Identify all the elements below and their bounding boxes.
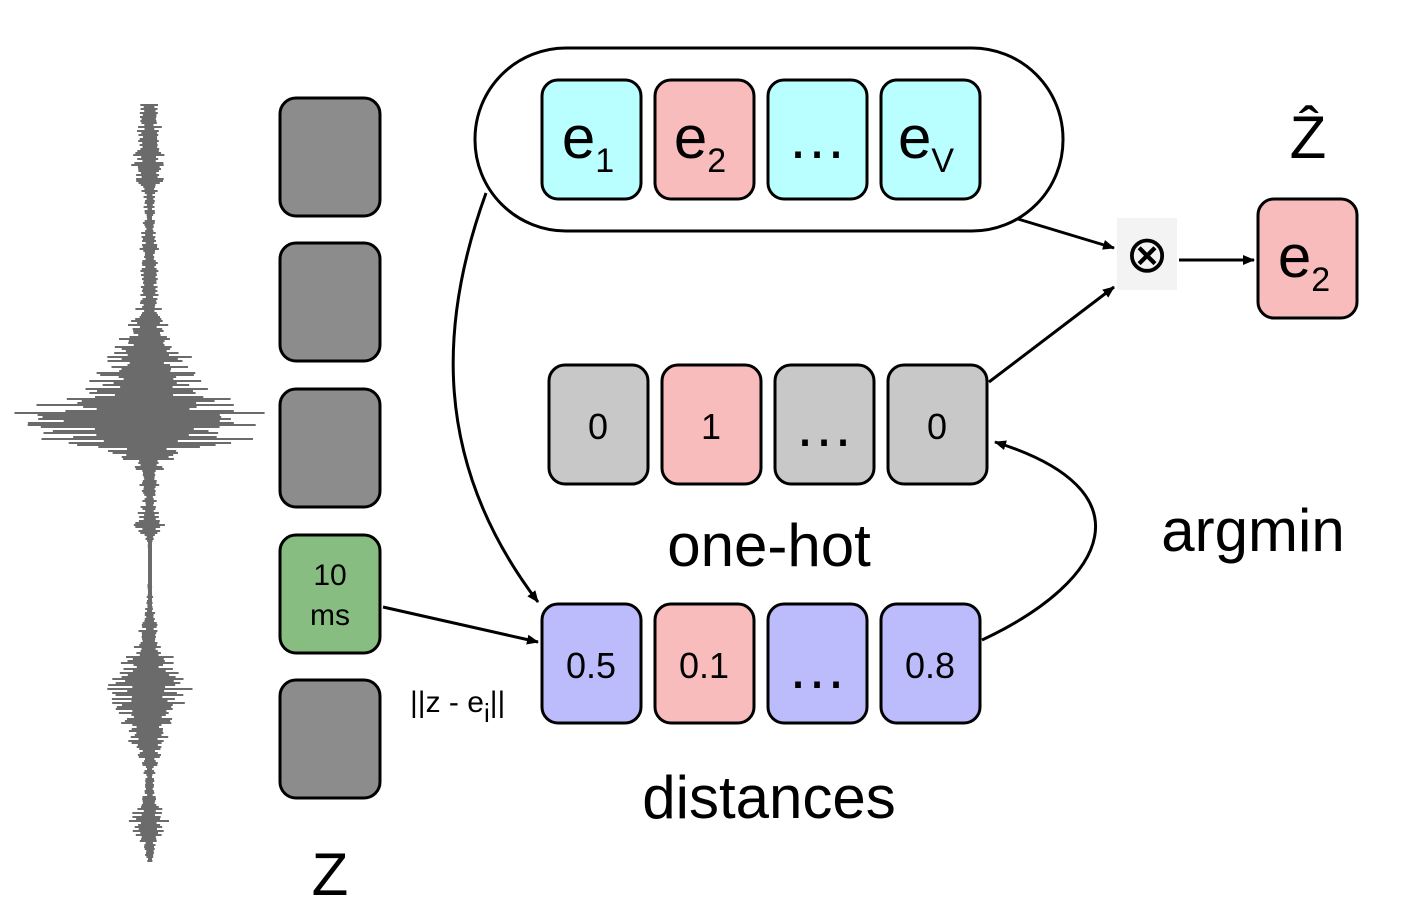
distance-formula: ||z - ei|| — [410, 686, 505, 728]
distance-cell — [879, 602, 982, 725]
one-hot-value: … — [794, 392, 854, 459]
embedding-cell — [879, 78, 982, 201]
embedding-label: e1 — [562, 104, 614, 180]
argmin-label: argmin — [1161, 497, 1344, 564]
arrow-codebook-to-distances — [451, 192, 540, 603]
distance-cell — [540, 602, 643, 725]
arrow-onehot-to-operator — [988, 285, 1115, 384]
z-frame — [278, 241, 382, 363]
distances-label: distances — [642, 764, 895, 831]
one-hot-value: 0 — [588, 406, 608, 447]
z-column: 10 ms Z — [278, 96, 382, 908]
z-highlight-line2: ms — [310, 599, 350, 632]
distance-value: … — [787, 634, 847, 701]
waveform-icon — [14, 104, 265, 862]
output-value: e2 — [1278, 223, 1330, 299]
waveform-trace — [14, 104, 265, 862]
operator-background — [1117, 218, 1177, 290]
z-frame — [278, 387, 382, 509]
multiply-operator-icon: ⊗ — [1125, 225, 1169, 285]
one-hot-cell — [773, 363, 876, 486]
codebook: e1 e2 … eV — [540, 78, 982, 201]
arrow-argmin — [981, 440, 1097, 642]
embedding-label: … — [787, 104, 847, 171]
z-frame-highlight — [278, 533, 382, 655]
one-hot-cell — [886, 363, 989, 486]
z-label: Z — [312, 841, 349, 908]
one-hot-cell-selected — [660, 363, 763, 486]
output-label: Ẑ — [1290, 104, 1327, 171]
one-hot-label: one-hot — [667, 512, 871, 579]
z-highlight-line1: 10 — [313, 559, 346, 592]
distance-cell-min — [653, 602, 756, 725]
z-frame — [278, 678, 382, 800]
arrow-codebook-to-operator — [1017, 217, 1115, 250]
one-hot-row: 0 1 … 0 one-hot — [547, 363, 989, 579]
distance-value: 0.8 — [905, 645, 955, 686]
z-frame — [278, 96, 382, 218]
output-cell — [1256, 197, 1359, 320]
embedding-label: e2 — [674, 104, 726, 180]
one-hot-value: 1 — [701, 406, 721, 447]
distances-row: 0.5 0.1 … 0.8 distances ||z - ei|| — [410, 602, 982, 831]
distance-value: 0.1 — [679, 645, 729, 686]
distance-cell — [766, 602, 869, 725]
one-hot-cell — [547, 363, 650, 486]
embedding-cell — [766, 78, 869, 201]
one-hot-value: 0 — [927, 406, 947, 447]
distance-value: 0.5 — [566, 645, 616, 686]
embedding-cell — [540, 78, 643, 201]
arrow-frame-to-distances — [382, 605, 539, 645]
embedding-label: eV — [898, 104, 954, 180]
embedding-cell-selected — [653, 78, 756, 201]
